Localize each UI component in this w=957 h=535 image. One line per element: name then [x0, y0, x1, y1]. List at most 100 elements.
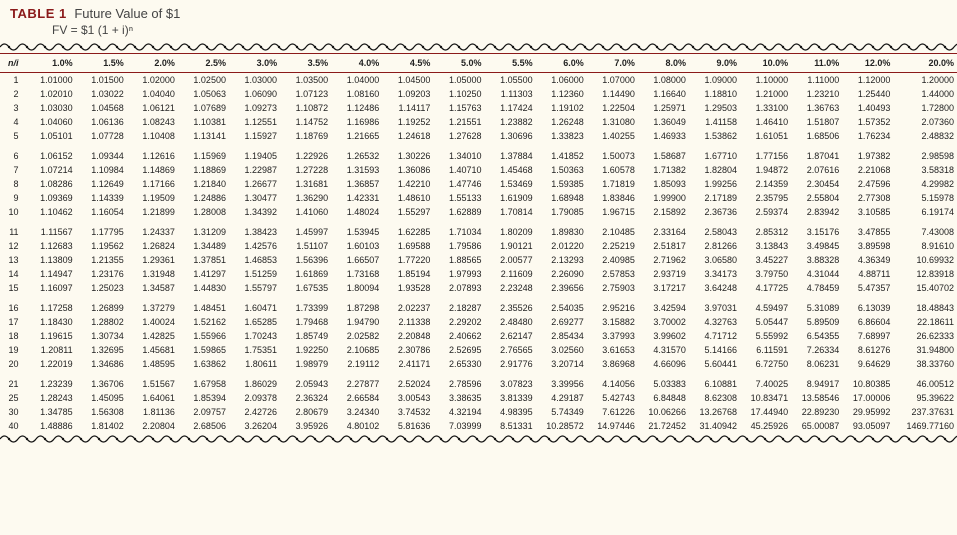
cell-value: 2.54035 [536, 295, 587, 315]
cell-value: 93.05097 [842, 419, 893, 433]
cell-value: 1.16097 [25, 281, 76, 295]
cell-value: 1.51807 [791, 115, 842, 129]
cell-value: 3.58318 [893, 163, 957, 177]
table-caption: Future Value of $1 [74, 6, 180, 21]
cell-value: 1.82804 [689, 163, 740, 177]
cell-value: 1.16986 [331, 115, 382, 129]
cell-value: 31.94800 [893, 343, 957, 357]
cell-value: 1.41060 [280, 205, 331, 219]
cell-value: 1.48024 [331, 205, 382, 219]
cell-value: 1.60471 [229, 295, 280, 315]
cell-value: 2.10685 [331, 343, 382, 357]
cell-value: 2.66584 [331, 391, 382, 405]
cell-value: 1.31209 [178, 219, 229, 239]
cell-value: 1.09000 [689, 73, 740, 88]
cell-value: 2.19112 [331, 357, 382, 371]
table-row: 191.208111.326951.456811.598651.753511.9… [0, 343, 957, 357]
cell-value: 2.91776 [485, 357, 536, 371]
cell-value: 6.10881 [689, 371, 740, 391]
cell-value: 4.71712 [689, 329, 740, 343]
cell-n: 1 [0, 73, 25, 88]
cell-value: 2.48832 [893, 129, 957, 143]
cell-value: 38.33760 [893, 357, 957, 371]
cell-n: 10 [0, 205, 25, 219]
cell-value: 1.37851 [178, 253, 229, 267]
cell-value: 1.34587 [127, 281, 178, 295]
cell-value: 2.76565 [485, 343, 536, 357]
cell-value: 1.11567 [25, 219, 76, 239]
cell-value: 4.36349 [842, 253, 893, 267]
table-row: 41.040601.061361.082431.103811.125511.14… [0, 115, 957, 129]
cell-value: 1.40255 [587, 129, 638, 143]
cell-value: 3.45227 [740, 253, 791, 267]
cell-value: 2.78596 [433, 371, 484, 391]
cell-value: 1.06000 [536, 73, 587, 88]
header-rate: 1.5% [76, 54, 127, 73]
cell-value: 1.05500 [485, 73, 536, 88]
cell-value: 1.62889 [433, 205, 484, 219]
cell-value: 4.14056 [587, 371, 638, 391]
cell-value: 2.36324 [280, 391, 331, 405]
cell-value: 1.14947 [25, 267, 76, 281]
cell-value: 1.97993 [433, 267, 484, 281]
table-row: 61.061521.093441.126161.159691.194051.22… [0, 143, 957, 163]
cell-value: 1.26824 [127, 239, 178, 253]
cell-n: 40 [0, 419, 25, 433]
cell-value: 1.14339 [76, 191, 127, 205]
cell-value: 2.77308 [842, 191, 893, 205]
cell-n: 6 [0, 143, 25, 163]
cell-value: 1.04568 [76, 101, 127, 115]
cell-value: 1.33100 [740, 101, 791, 115]
cell-value: 1.01500 [76, 73, 127, 88]
cell-value: 1.37279 [127, 295, 178, 315]
cell-value: 1.70814 [485, 205, 536, 219]
cell-value: 1.12486 [331, 101, 382, 115]
header-rate: 2.0% [127, 54, 178, 73]
cell-value: 1.92250 [280, 343, 331, 357]
cell-value: 3.38635 [433, 391, 484, 405]
cell-value: 1.10984 [76, 163, 127, 177]
cell-value: 1.21551 [433, 115, 484, 129]
cell-value: 1.94872 [740, 163, 791, 177]
cell-value: 1.18869 [178, 163, 229, 177]
cell-value: 2.00577 [485, 253, 536, 267]
cell-value: 3.26204 [229, 419, 280, 433]
cell-value: 1.36290 [280, 191, 331, 205]
cell-value: 2.65330 [433, 357, 484, 371]
cell-value: 1.40710 [433, 163, 484, 177]
cell-value: 3.20714 [536, 357, 587, 371]
cell-value: 1.09369 [25, 191, 76, 205]
cell-n: 30 [0, 405, 25, 419]
cell-value: 2.15892 [638, 205, 689, 219]
cell-value: 1.42825 [127, 329, 178, 343]
header-rate: 11.0% [791, 54, 842, 73]
cell-value: 1.12649 [76, 177, 127, 191]
cell-value: 1.47746 [433, 177, 484, 191]
cell-value: 3.79750 [740, 267, 791, 281]
cell-value: 2.20804 [127, 419, 178, 433]
cell-value: 1.71034 [433, 219, 484, 239]
cell-value: 1.12551 [229, 115, 280, 129]
cell-value: 1.59865 [178, 343, 229, 357]
cell-value: 1.87298 [331, 295, 382, 315]
cell-value: 3.37993 [587, 329, 638, 343]
cell-value: 2.11609 [485, 267, 536, 281]
cell-value: 3.15176 [791, 219, 842, 239]
cell-value: 2.93719 [638, 267, 689, 281]
header-rate: 12.0% [842, 54, 893, 73]
cell-value: 1.45997 [280, 219, 331, 239]
cell-value: 10.06266 [638, 405, 689, 419]
cell-value: 1.50073 [587, 143, 638, 163]
cell-value: 8.94917 [791, 371, 842, 391]
cell-value: 3.81339 [485, 391, 536, 405]
cell-value: 10.28572 [536, 419, 587, 433]
cell-n: 11 [0, 219, 25, 239]
cell-value: 1.89830 [536, 219, 587, 239]
cell-n: 12 [0, 239, 25, 253]
cell-value: 18.48843 [893, 295, 957, 315]
cell-value: 4.32763 [689, 315, 740, 329]
cell-value: 2.51817 [638, 239, 689, 253]
cell-value: 1.36763 [791, 101, 842, 115]
cell-value: 1.61869 [280, 267, 331, 281]
cell-value: 1.88565 [433, 253, 484, 267]
